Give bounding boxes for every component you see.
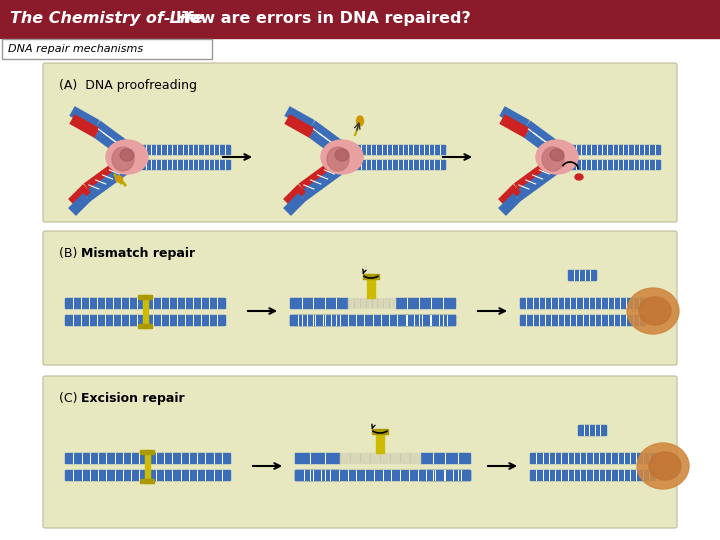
FancyBboxPatch shape: [43, 231, 677, 365]
Bar: [2, 39, 212, 59]
Ellipse shape: [649, 452, 681, 480]
Ellipse shape: [550, 149, 564, 161]
Ellipse shape: [335, 149, 349, 161]
Bar: [295, 470, 340, 480]
Bar: [348, 298, 395, 308]
Bar: [420, 470, 470, 480]
Bar: [376, 433, 384, 453]
Text: Mismatch repair: Mismatch repair: [81, 247, 195, 260]
Ellipse shape: [327, 147, 349, 171]
Bar: [350, 145, 445, 154]
Bar: [395, 298, 455, 308]
Text: DNA repair mechanisms: DNA repair mechanisms: [8, 44, 143, 54]
Ellipse shape: [356, 116, 364, 126]
Bar: [350, 160, 445, 169]
Ellipse shape: [637, 443, 689, 489]
Bar: [568, 270, 596, 280]
Bar: [520, 315, 645, 325]
Bar: [290, 298, 348, 308]
Ellipse shape: [112, 147, 134, 171]
Bar: [135, 145, 230, 154]
Ellipse shape: [542, 147, 564, 171]
Ellipse shape: [106, 140, 148, 174]
Bar: [420, 453, 470, 463]
Bar: [395, 315, 455, 325]
Bar: [520, 298, 645, 308]
Bar: [143, 295, 148, 328]
Bar: [65, 298, 225, 308]
Text: (A)  DNA proofreading: (A) DNA proofreading: [59, 79, 197, 92]
Bar: [372, 429, 388, 434]
Bar: [530, 453, 655, 463]
Bar: [0, 0, 720, 38]
Bar: [145, 450, 150, 483]
Ellipse shape: [575, 174, 583, 180]
Bar: [565, 145, 660, 154]
Text: (B): (B): [59, 247, 86, 260]
Bar: [367, 278, 375, 298]
Bar: [65, 470, 230, 480]
Text: - How are errors in DNA repaired?: - How are errors in DNA repaired?: [158, 11, 471, 26]
Bar: [530, 470, 655, 480]
Bar: [340, 453, 420, 463]
FancyBboxPatch shape: [43, 63, 677, 222]
Bar: [290, 315, 348, 325]
Text: (C): (C): [59, 392, 86, 405]
Text: Excision repair: Excision repair: [81, 392, 184, 405]
FancyBboxPatch shape: [43, 376, 677, 528]
Ellipse shape: [627, 288, 679, 334]
Bar: [135, 160, 230, 169]
Bar: [290, 315, 455, 325]
Bar: [140, 479, 154, 483]
Ellipse shape: [321, 140, 363, 174]
Bar: [138, 295, 152, 299]
Text: The Chemistry of Life: The Chemistry of Life: [10, 11, 203, 26]
Ellipse shape: [639, 297, 671, 325]
Bar: [65, 453, 230, 463]
Bar: [295, 453, 340, 463]
Ellipse shape: [120, 149, 134, 161]
Bar: [565, 160, 660, 169]
Bar: [140, 450, 154, 454]
Ellipse shape: [115, 176, 122, 182]
Bar: [363, 274, 379, 279]
Ellipse shape: [536, 140, 578, 174]
Bar: [295, 470, 470, 480]
Bar: [65, 315, 225, 325]
Bar: [578, 425, 606, 435]
Bar: [138, 324, 152, 328]
